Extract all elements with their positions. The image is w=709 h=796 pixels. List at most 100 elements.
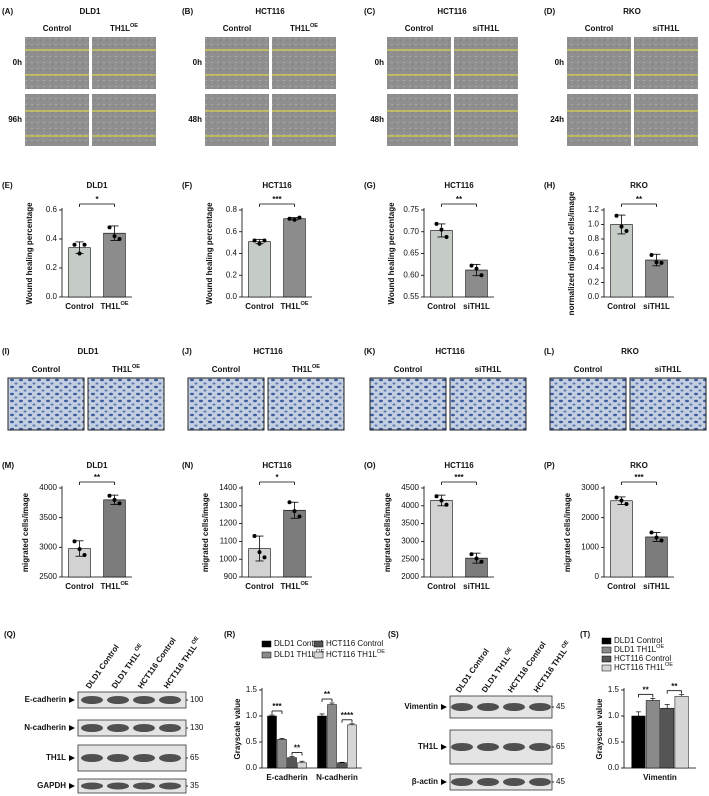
transwell-image bbox=[449, 377, 527, 431]
blot-band bbox=[451, 778, 473, 786]
bar bbox=[317, 715, 327, 769]
panel-label: (F) bbox=[182, 181, 193, 190]
band-label: TH1L bbox=[418, 742, 438, 751]
band-label: N-cadherin bbox=[24, 723, 66, 732]
panel-title: HCT116 bbox=[437, 7, 467, 16]
x-tick-label: Control bbox=[607, 302, 635, 311]
data-point bbox=[292, 509, 297, 514]
transwell-image bbox=[7, 377, 85, 431]
y-tick-label: 3500 bbox=[401, 519, 419, 528]
band-arrow bbox=[69, 725, 75, 731]
data-point bbox=[287, 500, 292, 505]
data-point bbox=[107, 493, 112, 498]
wound-image bbox=[272, 37, 336, 89]
y-tick-label: 1300 bbox=[219, 501, 237, 510]
y-tick-label: 1100 bbox=[220, 537, 238, 546]
data-point bbox=[112, 497, 117, 502]
legend-swatch bbox=[601, 655, 612, 663]
band-arrow bbox=[69, 755, 75, 761]
y-tick-label: 1000 bbox=[581, 542, 599, 551]
panel-label: (G) bbox=[364, 181, 376, 190]
data-point bbox=[624, 229, 629, 234]
y-axis-label: Grayscale value bbox=[595, 698, 604, 759]
panel-label: (N) bbox=[182, 461, 193, 470]
x-tick-label: Control bbox=[427, 582, 455, 591]
data-point bbox=[474, 266, 479, 271]
x-tick-label-sup: OE bbox=[120, 581, 128, 587]
y-tick-label: 0.4 bbox=[226, 249, 238, 258]
bar bbox=[337, 762, 347, 769]
data-point bbox=[297, 215, 302, 220]
data-point bbox=[434, 221, 439, 226]
legend-label: HCT116 Control bbox=[326, 639, 383, 648]
column-label: siTH1L bbox=[473, 24, 500, 33]
lane-label-sup: OE bbox=[191, 636, 201, 646]
y-tick-label: 0.4 bbox=[588, 263, 600, 272]
blot-band bbox=[133, 696, 155, 704]
panel-label: (L) bbox=[544, 347, 555, 356]
size-marker: 45 bbox=[556, 702, 565, 711]
x-tick-label: Control bbox=[245, 302, 273, 311]
data-point bbox=[479, 559, 484, 564]
y-tick-label: 0.75 bbox=[403, 205, 419, 214]
wound-image bbox=[454, 94, 518, 146]
x-tick-label: Control bbox=[607, 582, 635, 591]
y-tick-label: 3000 bbox=[39, 542, 57, 551]
wound-image bbox=[634, 94, 698, 146]
size-marker: 65 bbox=[556, 742, 565, 751]
panel-label: (E) bbox=[2, 181, 13, 190]
panel-label: (J) bbox=[182, 347, 192, 356]
panel-title: HCT116 bbox=[435, 347, 465, 356]
column-label-text: TH1L bbox=[112, 365, 132, 374]
size-marker: 65 bbox=[190, 753, 199, 762]
bar bbox=[327, 704, 337, 769]
y-axis-label: Wound healing percentage bbox=[25, 202, 34, 305]
panel-label: (K) bbox=[364, 347, 375, 356]
blot-band bbox=[81, 782, 103, 790]
y-tick-label: 1.0 bbox=[246, 711, 258, 720]
data-point bbox=[654, 260, 659, 265]
column-label: Control bbox=[574, 365, 602, 374]
data-point bbox=[257, 241, 262, 246]
data-point bbox=[77, 547, 82, 552]
data-point bbox=[297, 514, 302, 519]
y-axis-label: migrated cells/image bbox=[21, 492, 30, 572]
error-bar bbox=[664, 704, 670, 709]
y-tick-label: 0.4 bbox=[46, 234, 58, 243]
chart-title: DLD1 bbox=[87, 461, 108, 470]
row-label: 0h bbox=[13, 58, 22, 67]
chart-title: RKO bbox=[630, 181, 648, 190]
column-label-text: TH1L bbox=[110, 24, 130, 33]
data-point bbox=[252, 238, 257, 243]
chart-title: HCT116 bbox=[262, 181, 292, 190]
panel-title: DLD1 bbox=[78, 347, 99, 356]
x-tick-label: N-cadherin bbox=[316, 773, 358, 782]
column-label: siTH1L bbox=[653, 24, 680, 33]
column-label: TH1LOE bbox=[292, 364, 320, 374]
x-tick-label-text: TH1L bbox=[100, 582, 120, 591]
y-tick-label: 3500 bbox=[39, 513, 57, 522]
blot-band bbox=[451, 743, 473, 751]
transwell-image bbox=[369, 377, 447, 431]
column-label: Control bbox=[212, 365, 240, 374]
column-label: Control bbox=[223, 24, 251, 33]
chart-title: DLD1 bbox=[87, 181, 108, 190]
bar bbox=[660, 707, 675, 769]
significance-label: * bbox=[95, 195, 99, 204]
wound-image bbox=[272, 94, 336, 146]
data-point bbox=[112, 234, 117, 239]
data-point bbox=[434, 494, 439, 499]
band-arrow bbox=[441, 744, 447, 750]
wound-image bbox=[387, 94, 451, 146]
y-tick-label: 0.65 bbox=[403, 249, 419, 258]
wound-image bbox=[25, 94, 89, 146]
blot-band bbox=[81, 724, 103, 732]
legend-label-text: HCT116 TH1L bbox=[614, 663, 665, 672]
panel-label: (D) bbox=[544, 7, 555, 16]
data-point bbox=[469, 552, 474, 557]
row-label: 0h bbox=[193, 58, 202, 67]
band-label: TH1L bbox=[46, 753, 66, 762]
y-tick-label: 1.2 bbox=[588, 205, 600, 214]
column-label-text: TH1L bbox=[292, 365, 312, 374]
data-point bbox=[474, 556, 479, 561]
